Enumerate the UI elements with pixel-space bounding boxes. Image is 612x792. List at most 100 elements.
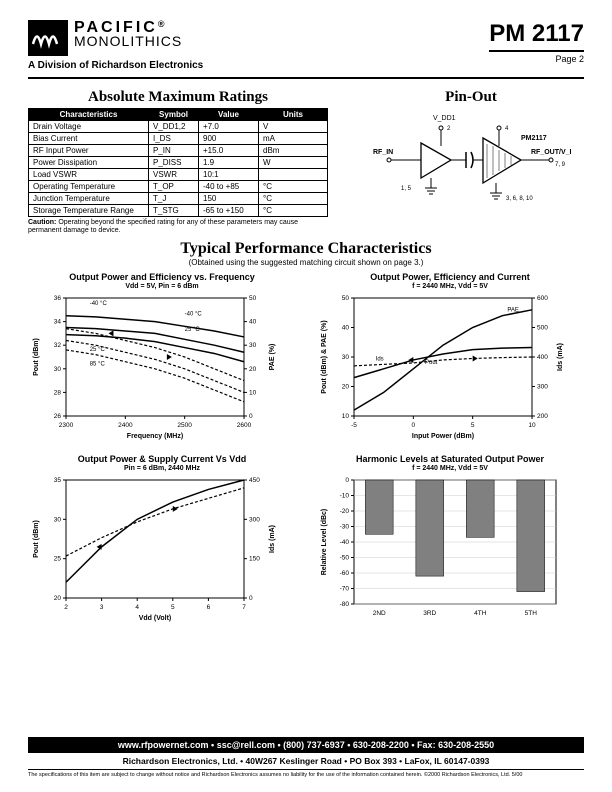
svg-text:1, 5: 1, 5 xyxy=(401,186,412,192)
svg-text:RF_OUT/V_DD2: RF_OUT/V_DD2 xyxy=(531,149,571,156)
svg-text:4TH: 4TH xyxy=(474,610,487,617)
svg-text:32: 32 xyxy=(54,342,62,349)
svg-text:Frequency (MHz): Frequency (MHz) xyxy=(127,433,183,440)
svg-text:V_DD1: V_DD1 xyxy=(433,115,456,122)
svg-text:30: 30 xyxy=(54,366,62,373)
svg-text:Pout (dBm): Pout (dBm) xyxy=(33,338,40,376)
svg-text:PAE: PAE xyxy=(507,308,519,314)
svg-text:20: 20 xyxy=(249,366,257,373)
svg-text:2300: 2300 xyxy=(59,422,74,429)
brand-text: PACIFIC® MONOLITHICS xyxy=(74,20,182,48)
chart-pout-eff-current: Output Power, Efficiency and Current f =… xyxy=(316,273,584,447)
svg-text:5: 5 xyxy=(171,604,175,611)
svg-text:20: 20 xyxy=(54,595,62,602)
chart2-title: Output Power, Efficiency and Current xyxy=(316,273,584,283)
chart4-sub: f = 2440 MHz, Vdd = 5V xyxy=(316,465,584,472)
chart4-svg: -80-70-60-50-40-30-20-1002ND3RD4TH5THRel… xyxy=(316,474,566,624)
svg-text:-60: -60 xyxy=(340,570,350,577)
svg-text:50: 50 xyxy=(249,295,257,302)
svg-text:6: 6 xyxy=(207,604,211,611)
svg-text:2400: 2400 xyxy=(118,422,133,429)
brand-l2: MONOLITHICS xyxy=(74,35,182,48)
svg-text:150: 150 xyxy=(249,556,260,563)
svg-text:0: 0 xyxy=(412,422,416,429)
tpc-heading: Typical Performance Characteristics (Obt… xyxy=(28,240,584,267)
logo-block: PACIFIC® MONOLITHICS A Division of Richa… xyxy=(28,20,203,71)
svg-text:Input Power (dBm): Input Power (dBm) xyxy=(412,433,474,440)
svg-text:25 °C: 25 °C xyxy=(90,347,106,353)
svg-text:10: 10 xyxy=(342,413,350,420)
footer-addr: Richardson Electronics, Ltd. • 40W267 Ke… xyxy=(28,756,584,770)
svg-text:-50: -50 xyxy=(340,555,350,562)
svg-text:-40 °C: -40 °C xyxy=(90,301,108,307)
svg-text:10: 10 xyxy=(249,390,257,397)
svg-text:0: 0 xyxy=(249,595,253,602)
chart-pout-freq: Output Power and Efficiency vs. Frequenc… xyxy=(28,273,296,447)
chart4-title: Harmonic Levels at Saturated Output Powe… xyxy=(316,455,584,465)
chart1-sub: Vdd = 5V, Pin = 6 dBm xyxy=(28,283,296,290)
chart-harmonics: Harmonic Levels at Saturated Output Powe… xyxy=(316,455,584,629)
svg-text:26: 26 xyxy=(54,413,62,420)
svg-text:0: 0 xyxy=(249,413,253,420)
svg-text:Relative Level (dBc): Relative Level (dBc) xyxy=(321,509,328,576)
svg-text:35: 35 xyxy=(54,477,62,484)
svg-text:7, 9: 7, 9 xyxy=(555,162,566,168)
logo-icon xyxy=(28,20,68,56)
table-row: Drain VoltageV_DD1,2+7.0V xyxy=(29,121,328,133)
svg-text:0: 0 xyxy=(345,477,349,484)
svg-text:500: 500 xyxy=(537,325,548,332)
svg-text:Ids (mA): Ids (mA) xyxy=(557,343,564,371)
svg-text:2600: 2600 xyxy=(237,422,252,429)
svg-text:Ids (mA): Ids (mA) xyxy=(269,525,276,553)
svg-text:-10: -10 xyxy=(340,493,350,500)
svg-text:40: 40 xyxy=(342,325,350,332)
svg-text:50: 50 xyxy=(342,295,350,302)
svg-text:-40 °C: -40 °C xyxy=(185,312,203,318)
page-number: Page 2 xyxy=(489,54,584,64)
svg-text:-80: -80 xyxy=(340,601,350,608)
svg-text:Pout (dBm) & PAE (%): Pout (dBm) & PAE (%) xyxy=(321,321,328,394)
chart1-svg: 230024002500260026283032343601020304050F… xyxy=(28,292,278,442)
svg-text:300: 300 xyxy=(537,384,548,391)
table-header: Characteristics xyxy=(29,109,149,121)
table-row: Power DissipationP_DISS1.9W xyxy=(29,157,328,169)
pinout-section: Pin-Out V_DD1 2 4 xyxy=(358,89,584,234)
svg-text:450: 450 xyxy=(249,477,260,484)
svg-text:-70: -70 xyxy=(340,586,350,593)
svg-text:-5: -5 xyxy=(351,422,357,429)
table-header: Symbol xyxy=(149,109,199,121)
svg-text:-40: -40 xyxy=(340,539,350,546)
tpc-title: Typical Performance Characteristics xyxy=(28,240,584,258)
table-row: Junction TemperatureT_J150°C xyxy=(29,193,328,205)
svg-text:300: 300 xyxy=(249,516,260,523)
svg-text:600: 600 xyxy=(537,295,548,302)
table-row: Storage Temperature RangeT_STG-65 to +15… xyxy=(29,205,328,217)
svg-text:5TH: 5TH xyxy=(525,610,538,617)
footer: www.rfpowernet.com • ssc@rell.com • (800… xyxy=(28,737,584,778)
footer-fine: The specifications of this item are subj… xyxy=(28,772,584,778)
part-number-block: PM 2117 Page 2 xyxy=(489,20,584,64)
svg-text:25 °C: 25 °C xyxy=(185,327,201,333)
svg-text:PM2117: PM2117 xyxy=(521,135,547,142)
svg-text:2ND: 2ND xyxy=(373,610,386,617)
chart3-svg: 234567202530350150300450Vdd (Volt)Pout (… xyxy=(28,474,278,624)
svg-text:10: 10 xyxy=(528,422,536,429)
charts-grid: Output Power and Efficiency vs. Frequenc… xyxy=(28,273,584,629)
division-line: A Division of Richardson Electronics xyxy=(28,60,203,71)
svg-text:Ids: Ids xyxy=(376,357,384,363)
svg-text:200: 200 xyxy=(537,413,548,420)
svg-text:28: 28 xyxy=(54,390,62,397)
chart-pout-vdd: Output Power & Supply Current Vs Vdd Pin… xyxy=(28,455,296,629)
svg-text:PAE (%): PAE (%) xyxy=(269,344,276,371)
svg-text:3: 3 xyxy=(100,604,104,611)
table-row: RF Input PowerP_IN+15.0dBm xyxy=(29,145,328,157)
footer-bar: www.rfpowernet.com • ssc@rell.com • (800… xyxy=(28,737,584,753)
svg-text:4: 4 xyxy=(135,604,139,611)
svg-text:85 °C: 85 °C xyxy=(90,362,106,368)
chart2-sub: f = 2440 MHz, Vdd = 5V xyxy=(316,283,584,290)
pinout-diagram: V_DD1 2 4 PM2117 xyxy=(371,108,571,218)
table-row: Bias CurrentI_DS900mA xyxy=(29,133,328,145)
chart1-title: Output Power and Efficiency vs. Frequenc… xyxy=(28,273,296,283)
svg-text:400: 400 xyxy=(537,354,548,361)
svg-text:RF_IN: RF_IN xyxy=(373,149,393,156)
